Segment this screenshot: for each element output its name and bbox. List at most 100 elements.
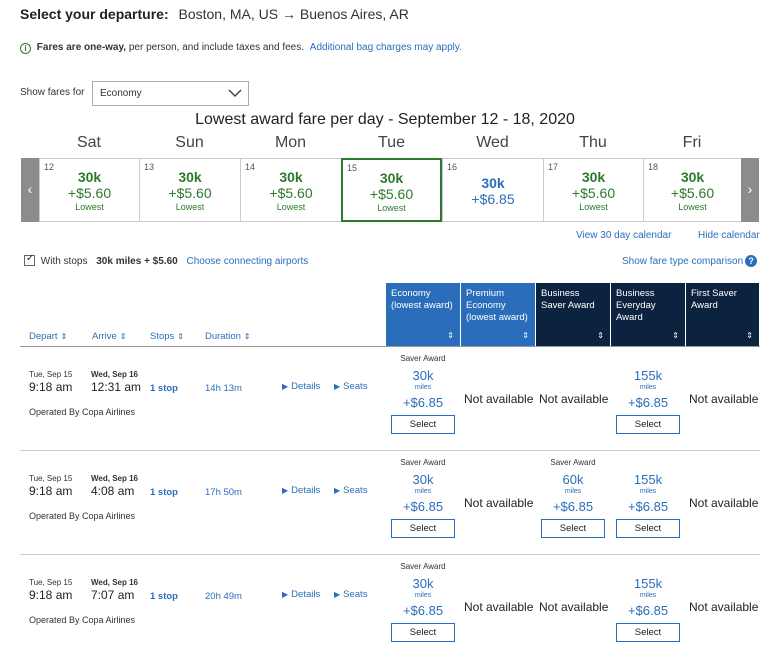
connecting-airports-link[interactable]: Choose connecting airports [186,256,309,267]
notice-bold: Fares are one-way, [36,42,127,53]
fare-cell: 155k miles +$6.85 Select [612,458,684,542]
operator: Operated By Copa Airlines [29,511,136,521]
fare-miles: 60k [562,472,584,487]
day-name-wed: Wed [476,134,509,151]
fare-cell: Saver Award 30k miles +$6.85 Select [387,458,459,542]
fare-column-2[interactable]: Premium Economy (lowest award) ⇕ [461,283,535,347]
not-available: Not available [689,392,759,406]
fare-column-1[interactable]: Economy (lowest award) ⇕ [386,283,460,347]
calendar-day-12[interactable]: 12 30k +$5.60 Lowest [39,159,139,221]
duration: 14h 13m [205,383,242,394]
day-miles: 30k [581,169,606,185]
fare-miles-unit: miles [414,488,432,495]
select-button[interactable]: Select [616,623,680,642]
sort-arrive[interactable]: Arrive ⇕ [92,331,127,342]
fare-column-label: Economy (lowest award) [391,288,453,311]
day-miles: 30k [680,169,705,185]
fare-miles-unit: miles [639,592,657,599]
sort-icon: ⇕ [672,331,679,340]
duration: 20h 49m [205,591,242,602]
calendar-day-18[interactable]: 18 30k +$5.60 Lowest [643,159,741,221]
calendar-day-16[interactable]: 16 30k +$6.85 [442,159,543,221]
caret-right-icon: ▶ [334,486,341,495]
day-fee: +$6.85 [471,191,515,207]
depart-time: 9:18 am [29,588,73,602]
caret-right-icon: ▶ [282,382,289,391]
not-available: Not available [539,392,609,406]
seats-link[interactable]: ▶ Seats [334,381,367,392]
sort-icon: ⇕ [243,332,251,341]
details-label: Details [291,589,321,600]
select-button[interactable]: Select [616,519,680,538]
day-miles: 30k [379,170,404,186]
fare-cell: Saver Award 30k miles +$6.85 Select [387,354,459,438]
day-miles: 30k [279,169,303,185]
caret-right-icon: ▶ [282,486,289,495]
fare-column-5[interactable]: First Saver Award ⇕ [686,283,759,347]
sort-label: Duration [205,331,241,342]
fare-column-label: First Saver Award [691,288,737,311]
caret-right-icon: ▶ [334,590,341,599]
calendar-title: Lowest award fare per day - September 12… [195,111,575,128]
arrive-date: Wed, Sep 16 [91,578,138,587]
view-30-day-link[interactable]: View 30 day calendar [576,230,672,241]
seats-label: Seats [343,589,368,600]
row-divider [20,450,760,451]
select-button[interactable]: Select [541,519,605,538]
sort-duration[interactable]: Duration ⇕ [205,331,251,342]
fare-fee: +$6.85 [402,395,444,410]
day-name-sun: Sun [175,134,204,151]
stops-link[interactable]: 1 stop [150,591,178,602]
day-number: 14 [245,162,256,172]
page-title: Select your departure: Boston, MA, US → … [20,6,409,22]
select-button[interactable]: Select [391,623,455,642]
calendar-prev-button[interactable]: ‹ [21,158,39,222]
day-miles: 30k [481,175,505,191]
select-button[interactable]: Select [616,415,680,434]
chevron-down-icon [228,89,242,98]
hide-calendar-link[interactable]: Hide calendar [698,230,760,241]
fare-fee: +$6.85 [402,603,444,618]
details-link[interactable]: ▶ Details [282,381,320,392]
stops-link[interactable]: 1 stop [150,383,178,394]
calendar-next-button[interactable]: › [741,158,759,222]
sort-stops[interactable]: Stops ⇕ [150,331,184,342]
bag-charges-link[interactable]: Additional bag charges may apply. [309,42,462,53]
details-link[interactable]: ▶ Details [282,589,320,600]
fare-miles: 155k [633,576,663,591]
sort-icon: ⇕ [119,332,127,341]
select-button[interactable]: Select [391,415,455,434]
sort-icon: ⇕ [746,331,753,340]
operator: Operated By Copa Airlines [29,615,136,625]
day-name-tue: Tue [378,134,405,151]
fare-class-select[interactable]: Economy [92,81,249,106]
fare-column-4[interactable]: Business Everyday Award ⇕ [611,283,685,347]
lowest-label: Lowest [276,202,306,212]
calendar-day-17[interactable]: 17 30k +$5.60 Lowest [543,159,643,221]
with-stops-checkbox[interactable] [24,253,35,266]
lowest-label: Lowest [75,202,104,212]
duration: 17h 50m [205,487,242,498]
stops-link[interactable]: 1 stop [150,487,178,498]
notice-text: per person, and include taxes and fees. [128,42,304,53]
details-link[interactable]: ▶ Details [282,485,320,496]
fare-column-3[interactable]: Business Saver Award ⇕ [536,283,610,347]
day-number: 17 [548,162,559,172]
fare-column-label: Business Everyday Award [616,288,656,323]
operator: Operated By Copa Airlines [29,407,136,417]
arrive-time: 4:08 am [91,484,135,498]
calendar-day-14[interactable]: 14 30k +$5.60 Lowest [240,159,341,221]
sort-icon: ⇕ [60,332,68,341]
select-button[interactable]: Select [391,519,455,538]
calendar-day-15[interactable]: 15 30k +$5.60 Lowest [341,158,442,222]
fare-comparison-link[interactable]: Show fare type comparison? [622,255,758,267]
sort-depart[interactable]: Depart ⇕ [29,331,67,342]
seats-link[interactable]: ▶ Seats [334,485,367,496]
lowest-label: Lowest [377,203,406,213]
fare-column-label: Premium Economy (lowest award) [466,288,528,323]
calendar-day-13[interactable]: 13 30k +$5.60 Lowest [139,159,240,221]
with-stops-value: 30k miles + $5.60 [96,256,178,267]
seats-link[interactable]: ▶ Seats [334,589,367,600]
header-divider [20,346,760,347]
fare-fee: +$6.85 [627,395,669,410]
